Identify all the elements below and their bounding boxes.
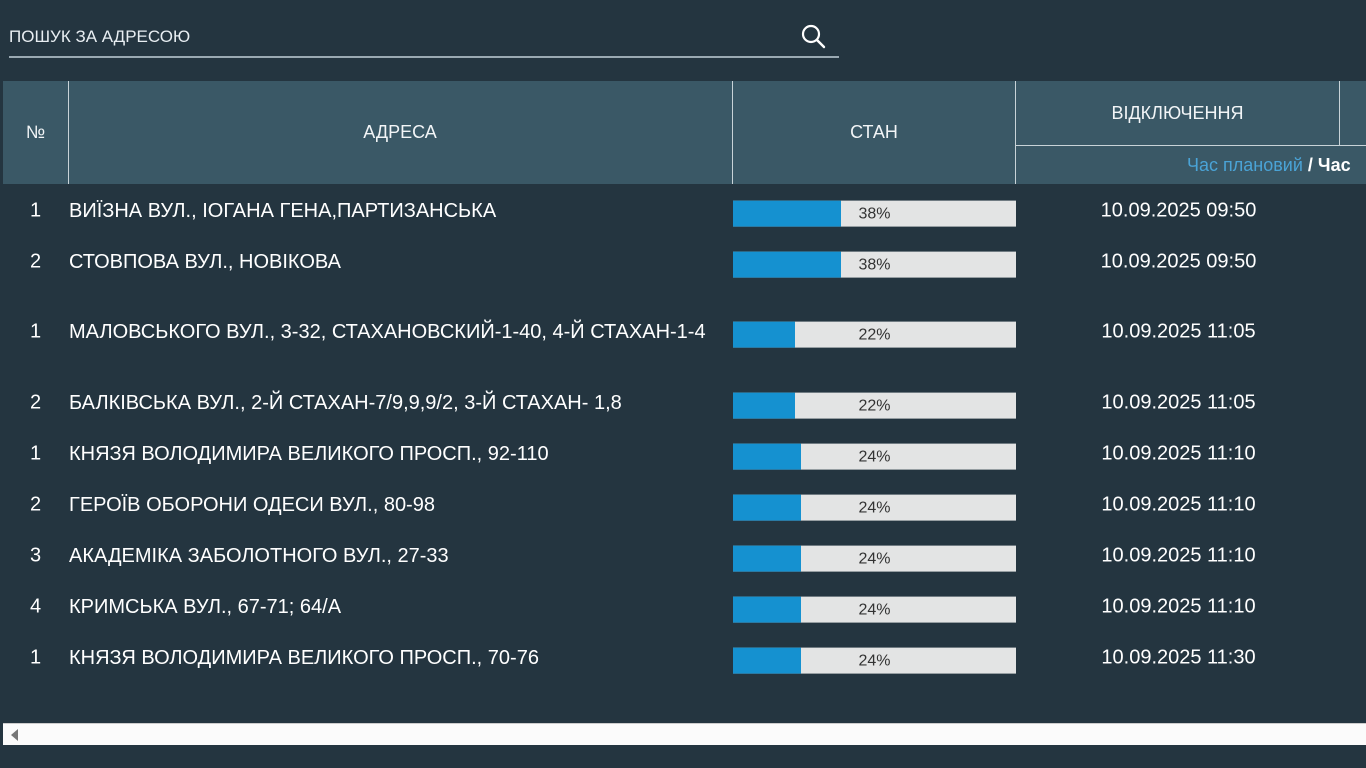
- progress-bar: 22%: [733, 321, 1016, 348]
- table-row[interactable]: 2 СТОВПОВА ВУЛ., НОВІКОВА 38% 10.09.2025…: [3, 236, 1366, 287]
- table-row[interactable]: 2 БАЛКІВСЬКА ВУЛ., 2-Й СТАХАН-7/9,9,9/2,…: [3, 377, 1366, 428]
- progress-label: 24%: [858, 652, 891, 670]
- row-time: 10.09.2025 11:10: [1101, 493, 1256, 515]
- row-address: КНЯЗЯ ВОЛОДИМИРА ВЕЛИКОГО ПРОСП., 70-76: [69, 646, 539, 669]
- progress-bar: 38%: [733, 200, 1016, 227]
- progress-label: 24%: [858, 499, 891, 517]
- header-outage: ВІДКЛЮЧЕННЯ: [1016, 81, 1340, 145]
- table-row[interactable]: 2 ГЕРОЇВ ОБОРОНИ ОДЕСИ ВУЛ., 80-98 24% 1…: [3, 479, 1366, 530]
- row-num: 1: [29, 320, 42, 343]
- progress-fill: [733, 494, 801, 521]
- table-row[interactable]: 1 КНЯЗЯ ВОЛОДИМИРА ВЕЛИКОГО ПРОСП., 92-1…: [3, 428, 1366, 479]
- row-address: МАЛОВСЬКОГО ВУЛ., 3-32, СТАХАНОВСКИЙ-1-4…: [69, 321, 706, 343]
- progress-fill: [733, 321, 796, 348]
- row-time: 10.09.2025 11:30: [1101, 646, 1256, 668]
- table-row[interactable]: 1 МАЛОВСЬКОГО ВУЛ., 3-32, СТАХАНОВСКИЙ-1…: [3, 287, 1366, 377]
- progress-label: 22%: [858, 397, 891, 415]
- row-address: АКАДЕМІКА ЗАБОЛОТНОГО ВУЛ., 27-33: [69, 544, 449, 567]
- search-icon[interactable]: [799, 22, 827, 50]
- row-address: КРИМСЬКА ВУЛ., 67-71; 64/А: [69, 595, 342, 618]
- row-num: 3: [29, 544, 42, 566]
- progress-bar: 24%: [733, 494, 1016, 521]
- row-num: 2: [29, 250, 42, 272]
- progress-fill: [733, 545, 801, 572]
- progress-label: 24%: [858, 448, 891, 466]
- header-num: №: [3, 81, 69, 184]
- progress-fill: [733, 392, 796, 419]
- search-bar: [9, 20, 839, 58]
- row-time: 10.09.2025 11:10: [1101, 544, 1256, 566]
- row-time: 10.09.2025 11:05: [1101, 320, 1256, 343]
- subheader-time: Час плановий / Час: [1016, 145, 1366, 185]
- progress-label: 38%: [858, 205, 891, 223]
- row-num: 1: [29, 646, 42, 668]
- progress-bar: 24%: [733, 443, 1016, 470]
- progress-fill: [733, 596, 801, 623]
- progress-label: 24%: [858, 601, 891, 619]
- row-num: 4: [29, 595, 42, 617]
- table-row[interactable]: 1 КНЯЗЯ ВОЛОДИМИРА ВЕЛИКОГО ПРОСП., 70-7…: [3, 632, 1366, 683]
- progress-label: 24%: [858, 550, 891, 568]
- scroll-left-arrow-icon[interactable]: [11, 729, 18, 741]
- progress-fill: [733, 443, 801, 470]
- row-time: 10.09.2025 11:10: [1101, 595, 1256, 617]
- progress-bar: 24%: [733, 545, 1016, 572]
- row-num: 2: [29, 391, 42, 413]
- row-num: 2: [29, 493, 42, 515]
- table-body: 1 ВИЇЗНА ВУЛ., ІОГАНА ГЕНА,ПАРТИЗАНСЬКА …: [3, 185, 1366, 683]
- progress-bar: 22%: [733, 392, 1016, 419]
- progress-label: 38%: [858, 256, 891, 274]
- other-time-label: Час: [1317, 155, 1351, 175]
- row-time: 10.09.2025 09:50: [1100, 199, 1257, 221]
- row-num: 1: [29, 199, 42, 221]
- search-input[interactable]: [9, 24, 789, 50]
- planned-time-label: Час плановий: [1187, 155, 1303, 175]
- row-address: ВИЇЗНА ВУЛ., ІОГАНА ГЕНА,ПАРТИЗАНСЬКА: [69, 199, 497, 222]
- progress-bar: 24%: [733, 647, 1016, 674]
- table-header: № АДРЕСА СТАН ВІДКЛЮЧЕННЯ Час плановий /…: [3, 81, 1366, 184]
- row-time: 10.09.2025 11:10: [1101, 442, 1256, 464]
- row-num: 1: [29, 442, 42, 464]
- row-time: 10.09.2025 11:05: [1101, 391, 1256, 413]
- header-status: СТАН: [733, 81, 1016, 184]
- row-address: КНЯЗЯ ВОЛОДИМИРА ВЕЛИКОГО ПРОСП., 92-110: [69, 442, 549, 465]
- row-address: ГЕРОЇВ ОБОРОНИ ОДЕСИ ВУЛ., 80-98: [69, 493, 435, 516]
- table-row[interactable]: 1 ВИЇЗНА ВУЛ., ІОГАНА ГЕНА,ПАРТИЗАНСЬКА …: [3, 185, 1366, 236]
- row-address: СТОВПОВА ВУЛ., НОВІКОВА: [69, 250, 341, 273]
- progress-label: 22%: [858, 326, 891, 344]
- header-address[interactable]: АДРЕСА: [68, 81, 733, 184]
- progress-bar: 38%: [733, 251, 1016, 278]
- row-time: 10.09.2025 09:50: [1100, 250, 1257, 272]
- progress-bar: 24%: [733, 596, 1016, 623]
- progress-fill: [733, 251, 841, 278]
- horizontal-scrollbar[interactable]: [3, 723, 1366, 745]
- table-row[interactable]: 3 АКАДЕМІКА ЗАБОЛОТНОГО ВУЛ., 27-33 24% …: [3, 530, 1366, 581]
- row-address: БАЛКІВСЬКА ВУЛ., 2-Й СТАХАН-7/9,9,9/2, 3…: [69, 391, 622, 414]
- progress-fill: [733, 200, 841, 227]
- table-row[interactable]: 4 КРИМСЬКА ВУЛ., 67-71; 64/А 24% 10.09.2…: [3, 581, 1366, 632]
- separator: /: [1302, 155, 1318, 175]
- progress-fill: [733, 647, 801, 674]
